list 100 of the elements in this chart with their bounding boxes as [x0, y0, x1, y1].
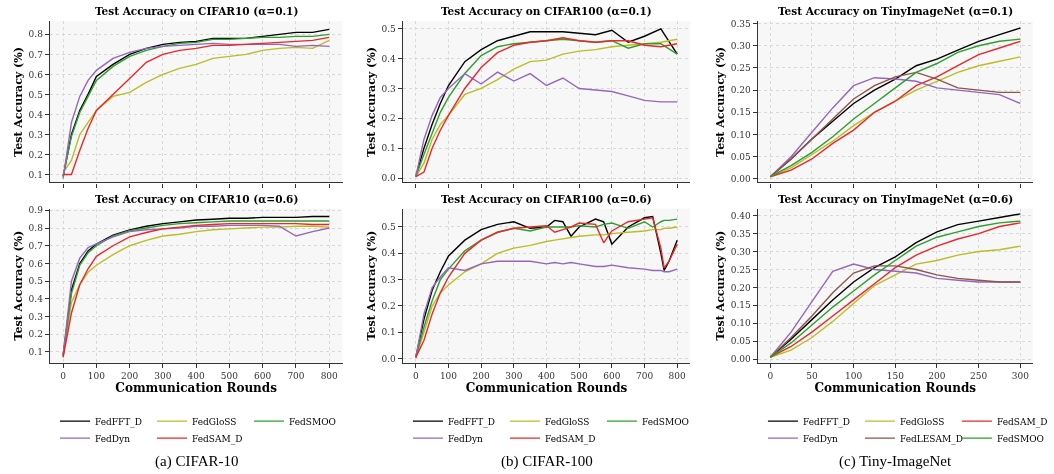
y-tick-label: 0.35	[730, 18, 752, 29]
legend-label: FedDyn	[447, 433, 484, 444]
x-tick-label: 600	[254, 370, 272, 381]
legend-label: FedSMOO	[641, 416, 689, 427]
chart-title: Test Accuracy on CIFAR100 (α=0.1)	[441, 5, 652, 17]
y-tick-label: 0.8	[28, 223, 44, 234]
y-tick-label: 0.20	[730, 85, 752, 96]
y-axis-title: Test Accuracy (%)	[365, 230, 379, 341]
legend-label: FedSAM_D	[544, 433, 596, 445]
x-tick-label: 300	[505, 370, 523, 381]
y-tick-label: 0.7	[28, 49, 44, 60]
y-tick-label: 0.40	[730, 210, 752, 221]
y-axis-title: Test Accuracy (%)	[365, 47, 379, 157]
x-tick-label: 100	[87, 370, 106, 381]
x-axis-title: Communication Rounds	[465, 380, 628, 395]
y-axis-title: Test Accuracy (%)	[714, 230, 728, 341]
y-tick-label: 0.30	[730, 246, 752, 257]
chart-title: Test Accuracy on CIFAR10 (α=0.1)	[95, 5, 299, 17]
y-tick-label: 0.3	[28, 129, 44, 140]
x-tick-label: 200	[472, 370, 491, 381]
y-tick-label: 0.2	[28, 149, 43, 160]
legend-label: FedSMOO	[289, 416, 336, 427]
y-tick-label: 0.3	[28, 311, 44, 322]
y-tick-label: 0.3	[381, 83, 397, 94]
x-tick-label: 0	[412, 370, 419, 381]
y-axis-title: Test Accuracy (%)	[12, 47, 26, 157]
legend-label: FedDyn	[95, 433, 131, 444]
line-series	[415, 71, 678, 178]
y-tick-label: 0.00	[730, 174, 752, 185]
text: (b) CIFAR-100	[501, 453, 593, 470]
x-tick-label: 400	[537, 370, 556, 381]
chart-title: Test Accuracy on TinyImageNet (α=0.6)	[778, 193, 1014, 205]
x-tick-label: 700	[635, 370, 654, 381]
chart-title: Test Accuracy on TinyImageNet (α=0.1)	[778, 5, 1014, 17]
y-tick-label: 0.15	[730, 107, 752, 118]
y-tick-label: 0.0	[381, 173, 397, 184]
y-tick-label: 0.4	[28, 294, 44, 305]
y-tick-label: 0.1	[28, 169, 43, 180]
y-tick-label: 0.2	[28, 329, 43, 340]
y-tick-label: 0.5	[381, 23, 397, 34]
y-tick-label: 0.05	[730, 336, 752, 347]
text: (c) Tiny-ImageNet	[839, 453, 952, 470]
y-tick-label: 0.20	[730, 282, 752, 293]
y-tick-label: 0.0	[381, 353, 397, 364]
x-tick-label: 150	[886, 370, 905, 381]
legend-label: FedLESAM_D	[899, 433, 963, 445]
legend-label: FedSMOO	[996, 433, 1044, 444]
y-axis-title: Test Accuracy (%)	[714, 47, 728, 157]
legend-label: FedFFT_D	[447, 416, 495, 428]
y-axis-title: Test Accuracy (%)	[12, 230, 26, 341]
x-tick-label: 500	[220, 370, 239, 381]
legend-label: FedSAM_D	[996, 416, 1048, 428]
x-tick-label: 100	[845, 370, 863, 381]
x-tick-label: 200	[928, 370, 946, 381]
line-series	[769, 245, 1022, 358]
y-tick-label: 0.4	[28, 109, 44, 120]
y-tick-label: 0.6	[28, 258, 44, 269]
x-tick-label: 700	[287, 370, 305, 381]
x-tick-label: 400	[187, 370, 206, 381]
legend-label: FedGloSS	[899, 416, 945, 427]
legend-label: FedFFT_D	[95, 416, 143, 428]
y-tick-label: 0.5	[28, 89, 44, 100]
x-tick-label: 200	[121, 370, 139, 381]
y-tick-label: 0.10	[730, 129, 752, 140]
x-tick-label: 600	[603, 370, 621, 381]
y-tick-label: 0.7	[28, 240, 44, 251]
y-tick-label: 0.25	[730, 63, 752, 74]
x-tick-label: 50	[806, 370, 818, 381]
y-tick-label: 0.1	[28, 347, 43, 358]
chart-title: Test Accuracy on CIFAR100 (α=0.6)	[441, 193, 652, 205]
x-tick-label: 300	[154, 370, 172, 381]
chart-title: Test Accuracy on CIFAR10 (α=0.6)	[95, 193, 299, 205]
x-tick-label: 300	[1011, 370, 1030, 381]
y-tick-label: 0.35	[730, 228, 752, 239]
y-tick-label: 0.15	[730, 300, 752, 311]
x-tick-label: 100	[439, 370, 458, 381]
x-tick-label: 0	[60, 370, 67, 381]
y-tick-label: 0.25	[730, 264, 752, 275]
y-tick-label: 0.4	[381, 53, 397, 64]
x-tick-label: 0	[767, 370, 774, 381]
text: (a) CIFAR-10	[155, 453, 239, 470]
y-tick-label: 0.30	[730, 40, 752, 51]
x-tick-label: 250	[970, 370, 988, 381]
legend-label: FedSAM_D	[192, 433, 243, 445]
x-tick-label: 800	[668, 370, 687, 381]
legend-label: FedGloSS	[544, 416, 590, 427]
y-tick-label: 0.9	[28, 205, 44, 216]
x-axis-title: Communication Rounds	[115, 380, 278, 395]
y-tick-label: 0.8	[28, 29, 44, 40]
x-tick-label: 800	[320, 370, 339, 381]
y-tick-label: 0.2	[381, 301, 396, 312]
legend-label: FedFFT_D	[802, 416, 850, 428]
x-tick-label: 500	[570, 370, 589, 381]
y-tick-label: 0.6	[28, 69, 44, 80]
y-tick-label: 0.1	[381, 143, 396, 154]
y-tick-label: 0.3	[381, 274, 397, 285]
legend-label: FedGloSS	[192, 416, 237, 427]
y-tick-label: 0.5	[28, 276, 44, 287]
x-axis-title: Communication Rounds	[814, 380, 977, 395]
legend-label: FedDyn	[802, 433, 839, 444]
